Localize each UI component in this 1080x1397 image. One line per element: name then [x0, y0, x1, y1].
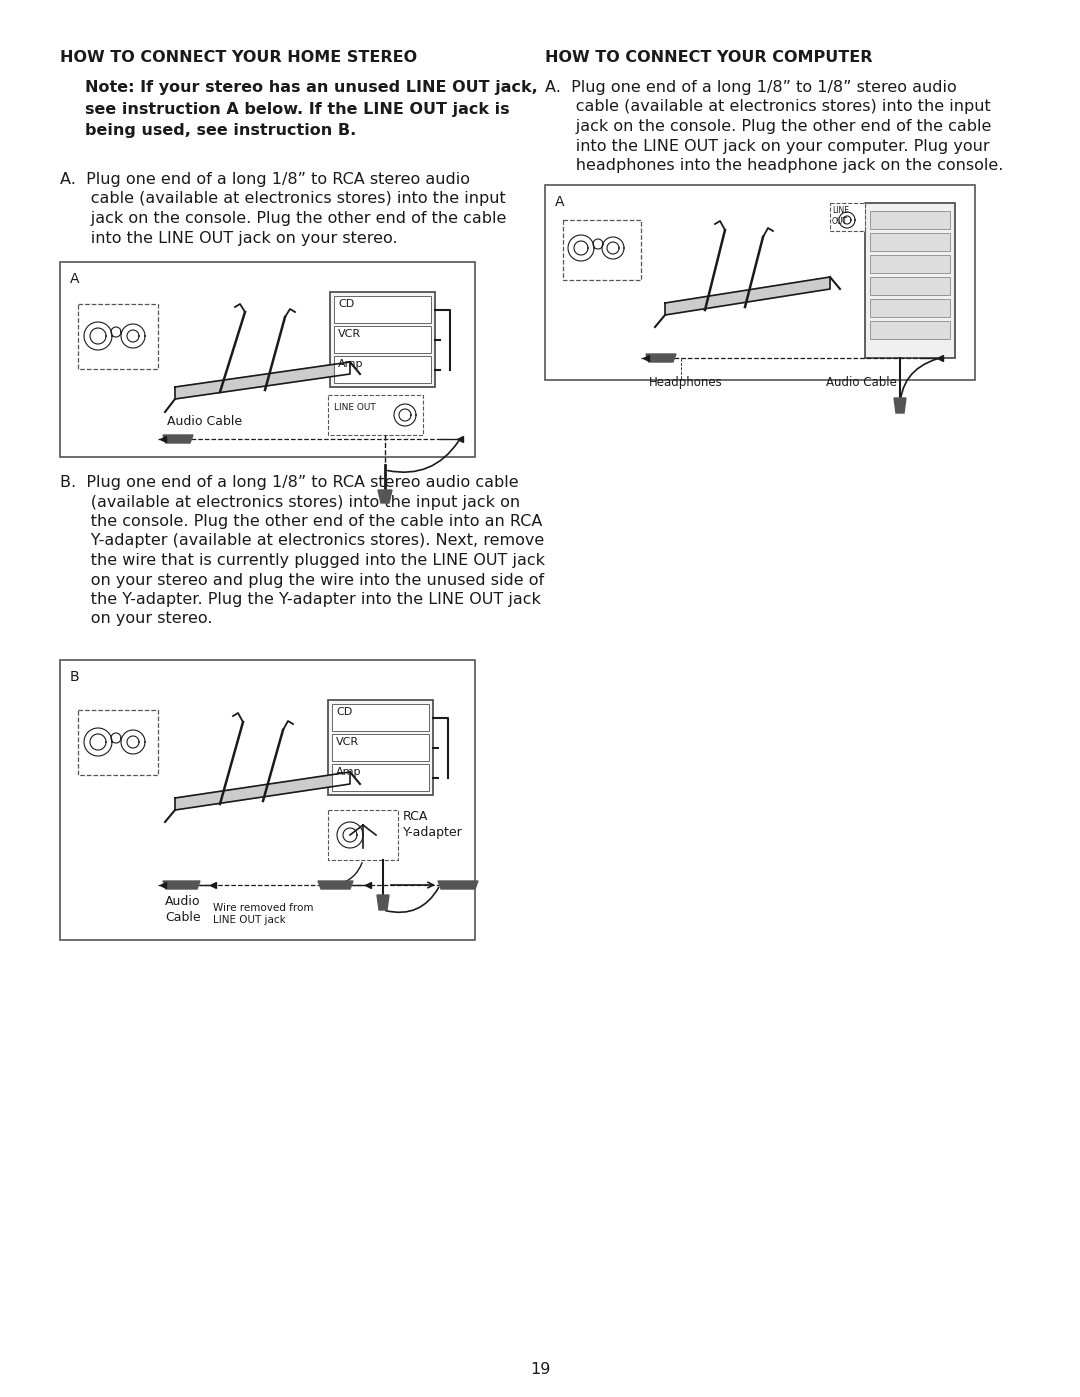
- Text: into the LINE OUT jack on your computer. Plug your: into the LINE OUT jack on your computer.…: [545, 138, 989, 154]
- Bar: [870, 299, 950, 317]
- Bar: [60, 659, 475, 940]
- Bar: [865, 203, 955, 358]
- Bar: [870, 211, 950, 229]
- Bar: [870, 233, 950, 251]
- Text: HOW TO CONNECT YOUR HOME STEREO: HOW TO CONNECT YOUR HOME STEREO: [60, 50, 417, 66]
- Text: on your stereo and plug the wire into the unused side of: on your stereo and plug the wire into th…: [60, 573, 544, 588]
- Text: Audio Cable: Audio Cable: [167, 415, 243, 427]
- Bar: [332, 764, 429, 791]
- Polygon shape: [646, 353, 676, 362]
- Bar: [870, 256, 950, 272]
- Text: A.  Plug one end of a long 1/8” to 1/8” stereo audio: A. Plug one end of a long 1/8” to 1/8” s…: [545, 80, 957, 95]
- Bar: [334, 296, 431, 323]
- Polygon shape: [377, 895, 389, 909]
- Text: Amp: Amp: [338, 359, 364, 369]
- Text: Headphones: Headphones: [649, 376, 723, 388]
- Polygon shape: [175, 362, 350, 400]
- Text: headphones into the headphone jack on the console.: headphones into the headphone jack on th…: [545, 158, 1003, 173]
- Polygon shape: [665, 277, 831, 314]
- Text: B.  Plug one end of a long 1/8” to RCA stereo audio cable: B. Plug one end of a long 1/8” to RCA st…: [60, 475, 518, 490]
- Text: CD: CD: [336, 707, 352, 717]
- Bar: [78, 305, 158, 369]
- Text: on your stereo.: on your stereo.: [60, 612, 213, 626]
- Polygon shape: [438, 882, 478, 888]
- Polygon shape: [163, 882, 200, 888]
- Text: Amp: Amp: [336, 767, 362, 777]
- Polygon shape: [163, 434, 193, 443]
- Text: cable (available at electronics stores) into the input: cable (available at electronics stores) …: [60, 191, 505, 207]
- Text: the wire that is currently plugged into the LINE OUT jack: the wire that is currently plugged into …: [60, 553, 545, 569]
- Bar: [78, 710, 158, 775]
- Bar: [334, 356, 431, 383]
- Text: jack on the console. Plug the other end of the cable: jack on the console. Plug the other end …: [545, 119, 991, 134]
- Polygon shape: [894, 398, 906, 414]
- Text: into the LINE OUT jack on your stereo.: into the LINE OUT jack on your stereo.: [60, 231, 397, 246]
- Bar: [334, 326, 431, 353]
- Text: Audio Cable: Audio Cable: [826, 376, 896, 388]
- Text: Y-adapter (available at electronics stores). Next, remove: Y-adapter (available at electronics stor…: [60, 534, 544, 549]
- Text: jack on the console. Plug the other end of the cable: jack on the console. Plug the other end …: [60, 211, 507, 226]
- Text: (available at electronics stores) into the input jack on: (available at electronics stores) into t…: [60, 495, 521, 510]
- Bar: [328, 395, 423, 434]
- Bar: [60, 263, 475, 457]
- Text: Note: If your stereo has an unused LINE OUT jack,
see instruction A below. If th: Note: If your stereo has an unused LINE …: [85, 80, 538, 138]
- Text: the console. Plug the other end of the cable into an RCA: the console. Plug the other end of the c…: [60, 514, 542, 529]
- Text: A.  Plug one end of a long 1/8” to RCA stereo audio: A. Plug one end of a long 1/8” to RCA st…: [60, 172, 470, 187]
- Text: HOW TO CONNECT YOUR COMPUTER: HOW TO CONNECT YOUR COMPUTER: [545, 50, 873, 66]
- Bar: [831, 203, 865, 231]
- Text: A: A: [70, 272, 80, 286]
- Text: cable (available at electronics stores) into the input: cable (available at electronics stores) …: [545, 99, 990, 115]
- Text: A: A: [555, 196, 565, 210]
- Text: 19: 19: [530, 1362, 550, 1377]
- Text: VCR: VCR: [336, 738, 360, 747]
- Bar: [328, 810, 399, 861]
- Text: the Y-adapter. Plug the Y-adapter into the LINE OUT jack: the Y-adapter. Plug the Y-adapter into t…: [60, 592, 541, 608]
- Text: VCR: VCR: [338, 330, 361, 339]
- Text: B: B: [70, 671, 80, 685]
- Text: RCA
Y-adapter: RCA Y-adapter: [403, 810, 462, 840]
- Bar: [870, 321, 950, 339]
- Bar: [545, 184, 975, 380]
- Polygon shape: [378, 490, 392, 503]
- Polygon shape: [318, 882, 353, 888]
- Bar: [328, 700, 433, 795]
- Bar: [563, 219, 642, 279]
- Text: Audio
Cable: Audio Cable: [165, 895, 201, 923]
- Text: CD: CD: [338, 299, 354, 309]
- Text: LINE
OUT: LINE OUT: [832, 205, 849, 226]
- Bar: [330, 292, 435, 387]
- Bar: [332, 733, 429, 761]
- Bar: [332, 704, 429, 731]
- Bar: [870, 277, 950, 295]
- Text: LINE OUT: LINE OUT: [334, 402, 376, 412]
- Text: Wire removed from
LINE OUT jack: Wire removed from LINE OUT jack: [213, 902, 313, 925]
- Polygon shape: [175, 773, 350, 810]
